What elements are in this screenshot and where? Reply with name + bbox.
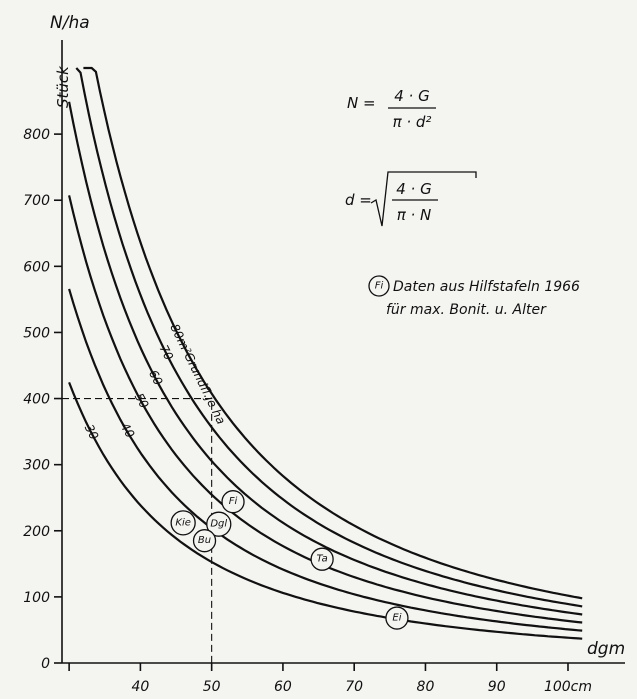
formula-d-lhs: d = bbox=[345, 191, 372, 209]
formula-d-root-sign bbox=[370, 171, 477, 227]
species-mark-label: Fi bbox=[229, 496, 238, 507]
formula-d: d = 4 · G π · N bbox=[345, 171, 477, 227]
series-label-40: 40 bbox=[118, 420, 138, 441]
y-tick-label: 0 bbox=[41, 656, 50, 672]
note-symbol-text: Fi bbox=[375, 281, 384, 292]
x-tick-label: 40 bbox=[131, 679, 149, 695]
y-tick-label: 700 bbox=[23, 193, 50, 209]
y-tick-label: 600 bbox=[23, 259, 50, 275]
species-mark-label: Dgl bbox=[210, 519, 227, 530]
series-label-70: 70 bbox=[157, 343, 177, 363]
formula-n-numerator: 4 · G bbox=[394, 87, 429, 105]
note-line-2: für max. Bonit. u. Alter bbox=[386, 302, 547, 318]
y-axis-title: N/ha bbox=[50, 13, 90, 33]
formula-d-denominator: π · N bbox=[397, 206, 432, 224]
species-mark-circle bbox=[221, 490, 245, 514]
species-mark-dgl: Dgl bbox=[206, 511, 232, 537]
series-curve-60 bbox=[68, 101, 583, 616]
species-mark-fi: Fi bbox=[221, 490, 245, 514]
species-mark-label: Bu bbox=[198, 535, 211, 546]
y-tick-label: 300 bbox=[23, 458, 50, 474]
y-tick-label: 500 bbox=[23, 325, 50, 341]
series-label-50: 50 bbox=[132, 391, 152, 411]
formula-n-lhs: N = bbox=[347, 94, 376, 112]
species-mark-kie: Kie bbox=[170, 510, 196, 536]
note-line-1: Daten aus Hilfstafeln 1966 bbox=[393, 279, 580, 295]
species-mark-circle bbox=[170, 510, 196, 536]
species-mark-ei: Ei bbox=[385, 606, 409, 630]
species-mark-bu: Bu bbox=[192, 529, 217, 553]
y-axis-unit: Stück bbox=[54, 65, 72, 108]
series-curve-30 bbox=[68, 381, 583, 640]
species-mark-label: Kie bbox=[175, 517, 191, 528]
x-tick-label: 80 bbox=[417, 679, 435, 695]
reading-guide-line bbox=[62, 398, 213, 663]
species-mark-label: Ei bbox=[392, 613, 401, 624]
formula-d-numerator: 4 · G bbox=[396, 180, 431, 198]
series-label-60: 60 bbox=[146, 368, 166, 388]
y-tick-label: 800 bbox=[23, 127, 50, 143]
species-mark-circle bbox=[385, 606, 409, 630]
species-mark-circle bbox=[310, 547, 334, 571]
species-mark-circle bbox=[206, 511, 232, 537]
x-tick-label: 100cm bbox=[544, 679, 592, 695]
x-axis-title: dgm bbox=[587, 639, 625, 659]
formula-n-denominator: π · d² bbox=[393, 113, 432, 131]
x-tick-label: 60 bbox=[274, 679, 292, 695]
species-mark-circle bbox=[192, 529, 217, 553]
source-note: Fi Daten aus Hilfstafeln 1966 für max. B… bbox=[368, 275, 580, 318]
series-curve-40 bbox=[68, 288, 583, 632]
series-label-30: 30 bbox=[82, 422, 102, 442]
y-tick-label: 400 bbox=[23, 392, 50, 408]
series-curve-70 bbox=[75, 67, 583, 608]
x-tick-label: 70 bbox=[345, 679, 363, 695]
species-mark-ta: Ta bbox=[310, 547, 334, 571]
x-tick-label: 50 bbox=[203, 679, 221, 695]
y-tick-label: 200 bbox=[23, 524, 50, 540]
series-curve-80 bbox=[83, 66, 583, 600]
formula-n: N = 4 · G π · d² bbox=[347, 87, 436, 131]
species-mark-label: Ta bbox=[317, 554, 328, 565]
x-tick-label: 90 bbox=[488, 679, 506, 695]
note-symbol-circle bbox=[368, 275, 390, 297]
y-tick-label: 100 bbox=[23, 590, 50, 606]
